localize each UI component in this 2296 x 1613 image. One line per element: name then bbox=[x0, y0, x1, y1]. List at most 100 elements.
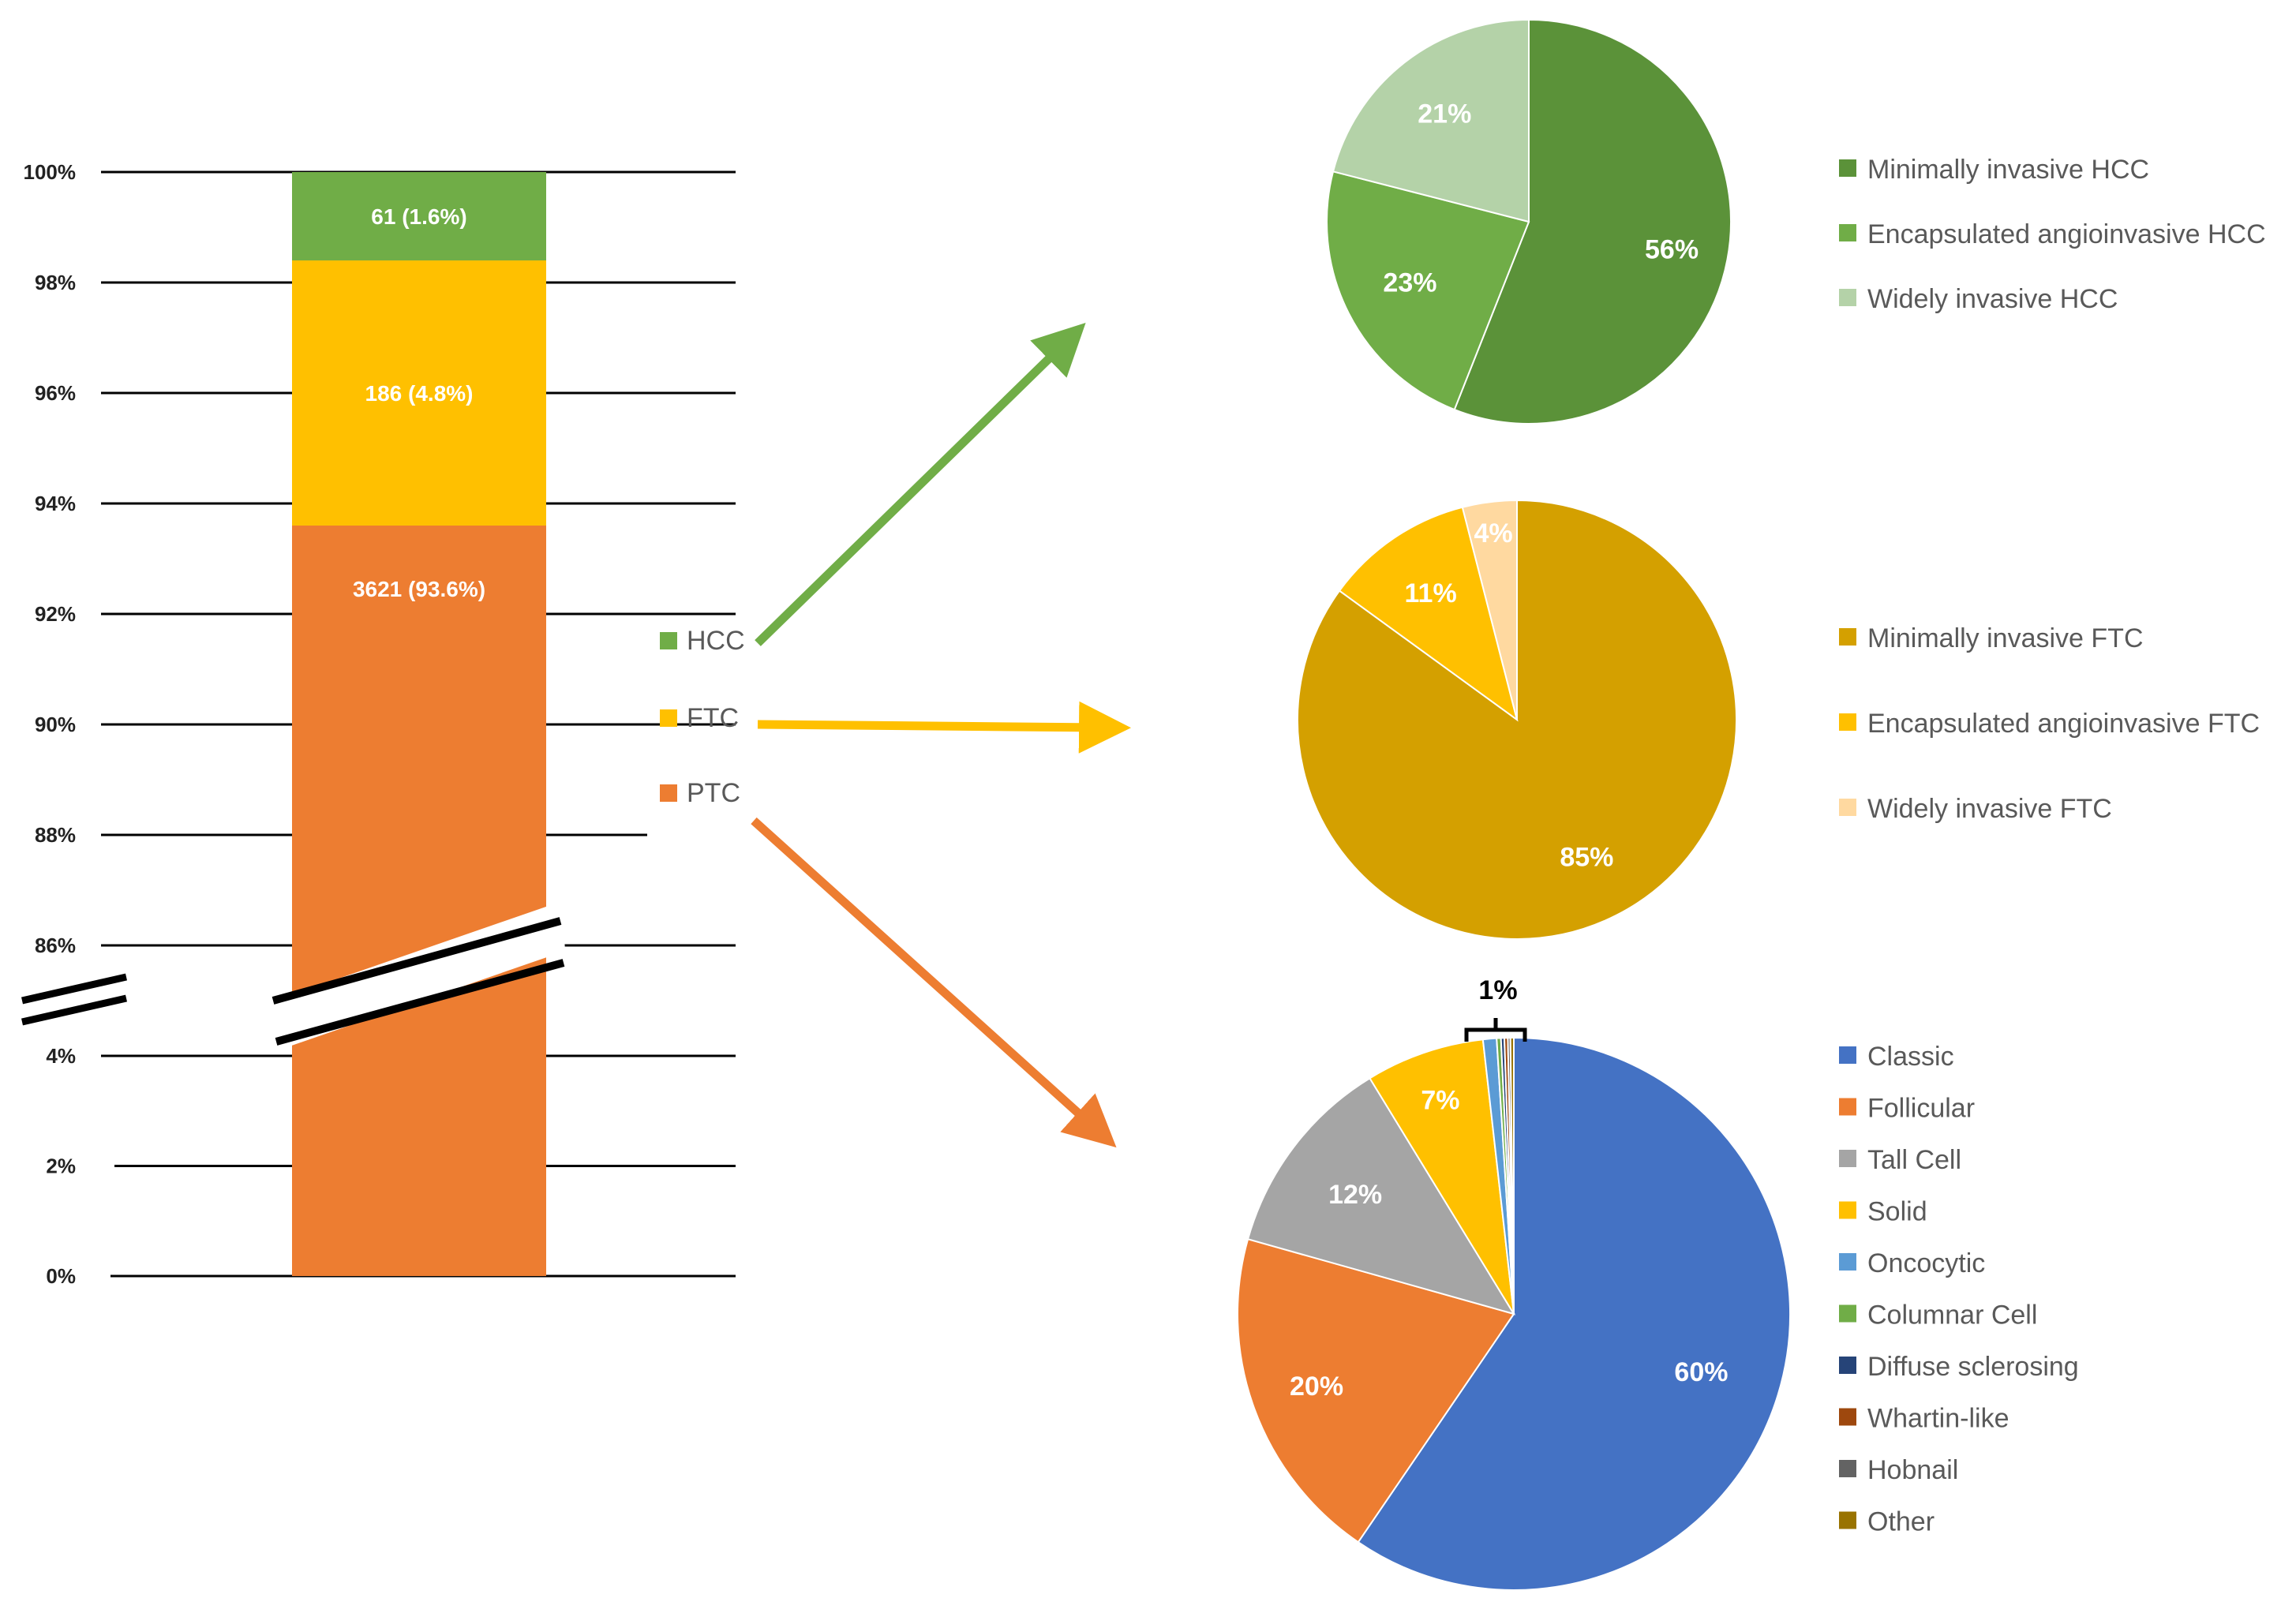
pie-chart-ptc: 60% 20% 12% 7% bbox=[1237, 1036, 1791, 1591]
pie-slice-label: 21% bbox=[1418, 99, 1471, 129]
y-tick-label: 88% bbox=[35, 823, 76, 847]
bar-tick-labels: 0% 2% 4% 86% 88% 90% 92% 94% 96% 98% 100% bbox=[24, 160, 77, 1288]
legend-label: Whartin-like bbox=[1867, 1404, 2009, 1434]
legend-swatch bbox=[1839, 1511, 1856, 1529]
legend-label: Tall Cell bbox=[1867, 1145, 1961, 1175]
pie-slice bbox=[1453, 18, 1732, 425]
legend-swatch bbox=[1839, 799, 1856, 816]
y-tick-label: 100% bbox=[24, 160, 77, 184]
pie-chart-ftc: 85% 11% 4% bbox=[1297, 499, 1737, 940]
legend-swatch bbox=[1839, 1201, 1856, 1219]
legend-label-hcc: HCC bbox=[687, 626, 745, 656]
bar-value-label: 3621 (93.6%) bbox=[353, 577, 485, 601]
y-tick-label: 0% bbox=[46, 1264, 76, 1288]
bracket-label: 1% bbox=[1478, 975, 1517, 1005]
y-tick-label: 96% bbox=[35, 381, 76, 405]
pie-slice-label: 20% bbox=[1290, 1372, 1343, 1402]
legend-label: Encapsulated angioinvasive FTC bbox=[1867, 709, 2260, 739]
pie-slice bbox=[1326, 170, 1530, 411]
pie-slice bbox=[1461, 499, 1518, 720]
legend-swatch bbox=[1839, 224, 1856, 241]
pie-legend-ptc: Classic Follicular Tall Cell Solid Oncocytic… bbox=[1839, 1042, 2079, 1537]
legend-swatch bbox=[1839, 1253, 1856, 1271]
legend-swatch bbox=[1839, 159, 1856, 177]
pie-slice-label: 23% bbox=[1383, 268, 1436, 298]
legend-label: Other bbox=[1867, 1507, 1935, 1537]
legend-label: Columnar Cell bbox=[1867, 1301, 2037, 1330]
bar-segments bbox=[292, 172, 546, 1276]
legend-swatch-hcc bbox=[660, 632, 677, 649]
pie-slice bbox=[1338, 506, 1519, 722]
legend-swatch bbox=[1839, 1304, 1856, 1323]
legend-swatch bbox=[1839, 1150, 1856, 1167]
pie-slice-label: 11% bbox=[1405, 578, 1457, 608]
arrow-ftc bbox=[757, 701, 1131, 754]
arrow-ptc bbox=[751, 817, 1117, 1148]
pie-slice bbox=[1509, 1036, 1515, 1315]
pie-legend-ftc: Minimally invasive FTC Encapsulated angio… bbox=[1839, 623, 2260, 824]
legend-swatch bbox=[1839, 1408, 1856, 1426]
bar-value-labels: 3621 (93.6%) 186 (4.8%) 61 (1.6%) bbox=[353, 204, 485, 601]
bar-value-label: 186 (4.8%) bbox=[365, 381, 474, 406]
y-tick-label: 2% bbox=[46, 1155, 76, 1178]
legend-label: Classic bbox=[1867, 1042, 1954, 1072]
axis-break-line-upper bbox=[21, 973, 127, 1005]
y-tick-label: 86% bbox=[35, 934, 76, 957]
legend-swatch bbox=[1839, 713, 1856, 731]
legend-swatch bbox=[1839, 1357, 1856, 1374]
stacked-bar-chart: 0% 2% 4% 86% 88% 90% 92% 94% 96% 98% 100% 3621 (93… bbox=[21, 160, 745, 1288]
legend-label: Hobnail bbox=[1867, 1455, 1958, 1485]
pie-chart-hcc: 56% 23% 21% bbox=[1326, 18, 1732, 425]
pie-slice-label: 4% bbox=[1474, 518, 1512, 548]
pie-slice-label: 12% bbox=[1328, 1180, 1382, 1210]
legend-swatch bbox=[1839, 289, 1856, 306]
pie-slice bbox=[1369, 1039, 1515, 1315]
pie-slice bbox=[1332, 18, 1530, 223]
pie-slice bbox=[1237, 1237, 1515, 1544]
legend-swatch bbox=[1839, 1460, 1856, 1477]
bar-segment-ftc bbox=[292, 260, 546, 526]
bracket-shape bbox=[1464, 1018, 1527, 1042]
y-tick-label: 98% bbox=[35, 271, 76, 294]
y-tick-label: 94% bbox=[35, 492, 76, 515]
bar-legend: HCC FTC PTC bbox=[660, 626, 745, 808]
pie-slice bbox=[1246, 1076, 1516, 1315]
pie-slice-label: 7% bbox=[1421, 1086, 1459, 1116]
legend-label: Minimally invasive HCC bbox=[1867, 155, 2149, 185]
axis-break-line-lower bbox=[21, 994, 127, 1026]
bar-break-line-upper bbox=[272, 917, 562, 1005]
legend-swatch-ptc bbox=[660, 784, 677, 802]
pie-slice-label: 60% bbox=[1674, 1357, 1728, 1387]
ptc-small-slices-bracket: 1% bbox=[1464, 975, 1527, 1042]
legend-label: Solid bbox=[1867, 1197, 1927, 1227]
legend-label-ptc: PTC bbox=[687, 778, 740, 808]
legend-swatch bbox=[1839, 1046, 1856, 1064]
legend-swatch bbox=[1839, 1098, 1856, 1116]
bar-segment-hcc bbox=[292, 172, 546, 260]
bar-segment-ptc-lower bbox=[292, 1056, 546, 1276]
legend-label: Follicular bbox=[1867, 1094, 1975, 1124]
pie-slice bbox=[1357, 1036, 1791, 1591]
legend-label: Minimally invasive FTC bbox=[1867, 623, 2144, 653]
y-tick-label: 90% bbox=[35, 713, 76, 736]
axis-break-marks bbox=[21, 901, 565, 1050]
legend-label: Widely invasive HCC bbox=[1867, 284, 2118, 314]
arrow-hcc bbox=[755, 322, 1086, 646]
legend-label: Diffuse sclerosing bbox=[1867, 1352, 2079, 1382]
legend-swatch bbox=[1839, 628, 1856, 646]
legend-label: Encapsulated angioinvasive HCC bbox=[1867, 219, 2266, 249]
connector-arrows bbox=[751, 322, 1131, 1148]
pie-legend-hcc: Minimally invasive HCC Encapsulated angio… bbox=[1839, 155, 2266, 314]
legend-label: Widely invasive FTC bbox=[1867, 794, 2112, 824]
legend-label: Oncocytic bbox=[1867, 1248, 1985, 1278]
bar-value-label: 61 (1.6%) bbox=[371, 204, 466, 229]
y-tick-label: 92% bbox=[35, 602, 76, 626]
legend-label-ftc: FTC bbox=[687, 703, 739, 733]
legend-swatch-ftc bbox=[660, 709, 677, 727]
y-tick-label: 4% bbox=[46, 1044, 76, 1068]
pie-slice-label: 56% bbox=[1645, 235, 1699, 265]
bar-break-line-lower bbox=[275, 959, 565, 1046]
pie-slice-label: 85% bbox=[1560, 842, 1613, 872]
bar-segment-ptc bbox=[292, 526, 546, 953]
